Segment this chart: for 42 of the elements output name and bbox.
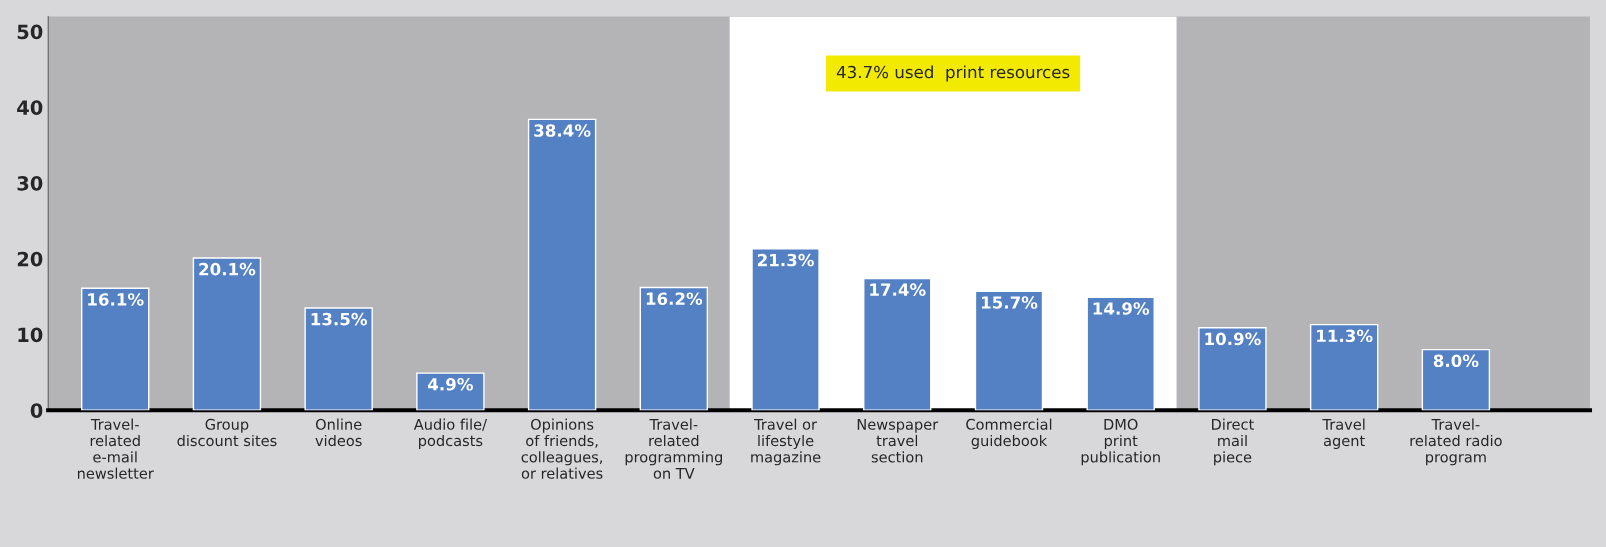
x-tick-label: Audio file/ podcasts <box>413 418 487 450</box>
x-tick-label: Travel- related radio program <box>1410 418 1502 466</box>
bar <box>527 118 597 411</box>
y-tick-label: 10 <box>18 327 43 343</box>
x-tick-label: Travel- related programming on TV <box>625 418 722 479</box>
y-tick-label: 30 <box>17 175 43 191</box>
x-tick-label: Travel or lifestyle magazine <box>751 418 821 466</box>
x-tick-label: Direct mail piece <box>1212 418 1254 466</box>
x-tick-label: Commercial guidebook <box>966 418 1052 450</box>
x-tick-label: Newspaper travel section <box>857 419 939 463</box>
bar <box>639 286 709 411</box>
x-tick-label: Opinions of friends, colleagues, or relatives <box>521 418 603 479</box>
data-label: 20.1% <box>199 262 256 276</box>
bar <box>1198 327 1267 411</box>
x-tick-label: DMO print publication <box>1081 418 1160 466</box>
y-tick-label: 20 <box>17 251 43 267</box>
data-label: 14.9% <box>1093 302 1150 315</box>
data-label: 11.3% <box>1317 329 1373 343</box>
x-tick-label: Online videos <box>315 418 362 447</box>
y-tick-label: 50 <box>17 24 43 40</box>
bar <box>1421 348 1491 411</box>
band-label: 43.7% used print resources <box>836 65 1070 82</box>
x-tick-label: Travel- related e-mail newsletter <box>77 418 154 479</box>
x-tick-label: Group discount sites <box>177 418 277 447</box>
data-label: 21.3% <box>757 253 814 267</box>
bar <box>416 372 485 411</box>
data-label: 13.5% <box>311 312 368 326</box>
data-label: 4.9% <box>428 377 473 391</box>
bar <box>304 307 373 411</box>
data-label: 8.0% <box>1433 354 1479 368</box>
bar <box>192 257 262 411</box>
bar <box>1309 323 1379 411</box>
data-label: 15.7% <box>981 296 1038 309</box>
data-label: 17.4% <box>870 283 926 296</box>
y-tick-label: 0 <box>30 403 43 418</box>
data-label: 16.2% <box>646 292 703 305</box>
bar <box>81 287 150 411</box>
data-label: 16.1% <box>88 293 144 306</box>
x-tick-label: Travel agent <box>1322 418 1365 450</box>
y-tick-label: 40 <box>17 100 43 115</box>
data-label: 38.4% <box>534 124 591 137</box>
data-label: 10.9% <box>1205 332 1261 346</box>
